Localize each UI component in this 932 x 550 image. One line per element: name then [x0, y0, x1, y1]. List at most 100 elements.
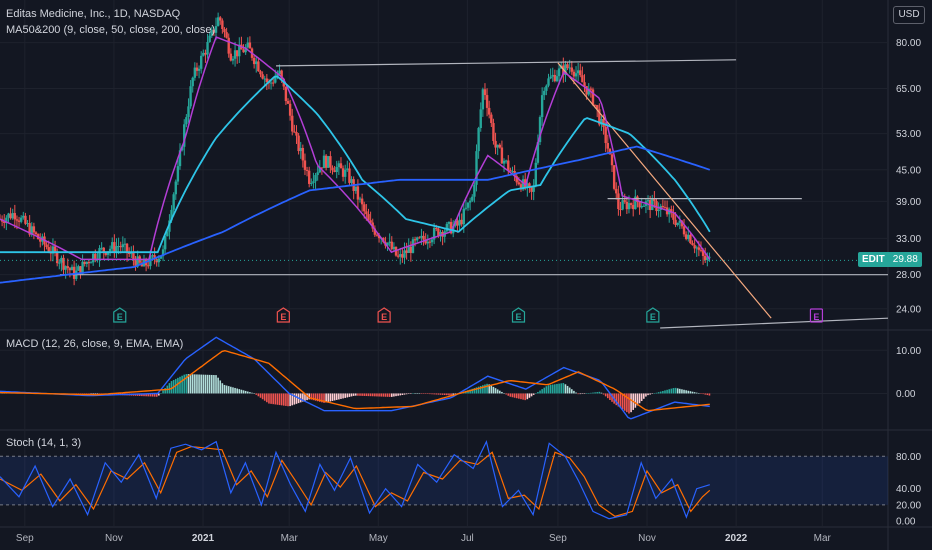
- macd-histogram-bar: [285, 393, 287, 406]
- candle-down: [608, 148, 612, 155]
- time-axis[interactable]: Sep Nov 2021 Mar May Jul Sep Nov 2022 Mar: [16, 533, 832, 544]
- earnings-marker-badge: [511, 307, 526, 323]
- candle-up: [81, 261, 84, 274]
- candle-down: [9, 213, 12, 219]
- macd-histogram-bar: [90, 393, 92, 395]
- time-tick-label: Nov: [105, 533, 123, 544]
- price-tick-label: 28.00: [896, 270, 921, 281]
- candle-up: [354, 186, 357, 191]
- macd-histogram-bar: [253, 393, 255, 394]
- candle-up: [183, 124, 186, 147]
- trendline[interactable]: [660, 317, 889, 329]
- macd-histogram-bar: [551, 384, 554, 394]
- macd-histogram-bar: [594, 392, 596, 394]
- candle-up: [511, 171, 514, 173]
- candle-down: [301, 147, 305, 161]
- candle-down: [653, 198, 656, 202]
- candle-down: [291, 115, 294, 132]
- macd-histogram-bar: [685, 390, 687, 394]
- currency-button[interactable]: USD: [893, 6, 925, 24]
- macd-histogram-bar: [219, 380, 222, 394]
- macd-histogram-bar: [407, 393, 410, 394]
- candle-down: [32, 226, 36, 233]
- candle-up: [574, 73, 578, 77]
- candle-up: [466, 202, 470, 208]
- macd-histogram-bar: [189, 374, 192, 394]
- macd-histogram-bar: [244, 390, 247, 394]
- candle-up: [318, 167, 321, 173]
- candle-up: [100, 247, 103, 249]
- macd-histogram-bar: [450, 393, 452, 396]
- candle-up: [388, 241, 391, 243]
- candle-up: [322, 155, 326, 169]
- macd-histogram-bar: [596, 392, 599, 394]
- macd-pane[interactable]: [0, 336, 711, 420]
- candle-up: [157, 258, 161, 263]
- candle-down: [94, 253, 97, 259]
- macd-histogram-bar: [583, 393, 586, 394]
- earnings-event[interactable]: E: [113, 307, 127, 323]
- macd-histogram-bar: [357, 393, 359, 396]
- candle-down: [615, 188, 618, 194]
- candle-down: [509, 170, 512, 172]
- candle-up: [208, 35, 211, 42]
- candle-down: [490, 114, 493, 124]
- candle-down: [492, 123, 495, 141]
- candle-down: [697, 247, 701, 250]
- earnings-event[interactable]: E: [511, 307, 526, 323]
- macd-histogram-bar: [598, 391, 601, 394]
- ma-indicator-legend[interactable]: MA50&200 (9, close, 50, close, 200, clos…: [6, 24, 216, 36]
- candle-down: [307, 170, 311, 184]
- candle-up: [216, 17, 220, 27]
- candle-down: [377, 235, 381, 239]
- macd-legend[interactable]: MACD (12, 26, close, 9, EMA, EMA): [6, 338, 184, 350]
- downtrend-line[interactable]: [557, 62, 772, 319]
- macd-histogram-bar: [657, 392, 660, 394]
- macd-histogram-bar: [534, 393, 537, 394]
- macd-histogram-bar: [215, 375, 217, 394]
- candle-up: [26, 223, 29, 225]
- candle-up: [576, 70, 580, 74]
- candle-down: [638, 202, 641, 208]
- stoch-legend[interactable]: Stoch (14, 1, 3): [6, 437, 82, 449]
- candle-down: [53, 246, 57, 252]
- candle-down: [515, 176, 518, 183]
- earnings-event[interactable]: E: [377, 307, 391, 323]
- price-axis[interactable]: 80.00 65.00 53.00 45.00 39.00 33.00 28.00 24.00…: [896, 38, 921, 528]
- macd-histogram-bar: [412, 393, 414, 394]
- signal-line: [0, 349, 710, 412]
- candle-down: [331, 167, 334, 171]
- candle-down: [579, 70, 582, 76]
- stoch-tick-label: 20.00: [896, 500, 921, 511]
- macd-histogram-bar: [653, 393, 656, 394]
- macd-histogram-bar: [276, 393, 279, 405]
- macd-histogram-bar: [318, 393, 321, 402]
- earnings-event[interactable]: E: [646, 307, 660, 323]
- candle-down: [371, 222, 374, 229]
- candle-down: [619, 208, 622, 210]
- candle-down: [339, 163, 343, 169]
- macd-histogram-bar: [647, 393, 649, 396]
- candle-down: [617, 193, 620, 209]
- candle-down: [589, 88, 593, 90]
- earnings-event[interactable]: E: [809, 308, 824, 323]
- trendline[interactable]: [276, 59, 737, 67]
- last-price-symbol: EDIT: [862, 254, 885, 266]
- macd-histogram-bar: [575, 392, 577, 394]
- candle-up: [159, 256, 163, 259]
- candle-up: [343, 169, 347, 177]
- macd-histogram-bar: [532, 393, 535, 395]
- macd-histogram-bar: [153, 393, 156, 397]
- candle-down: [297, 135, 300, 152]
- macd-histogram-bar: [388, 393, 391, 397]
- candle-down: [34, 232, 38, 235]
- earnings-event[interactable]: E: [276, 307, 290, 323]
- macd-histogram-bar: [617, 393, 620, 407]
- macd-histogram-bar: [623, 393, 626, 411]
- macd-histogram-bar: [352, 393, 355, 396]
- stoch-band: [0, 456, 888, 505]
- stoch-pane[interactable]: [0, 439, 888, 520]
- candle-up: [327, 156, 330, 168]
